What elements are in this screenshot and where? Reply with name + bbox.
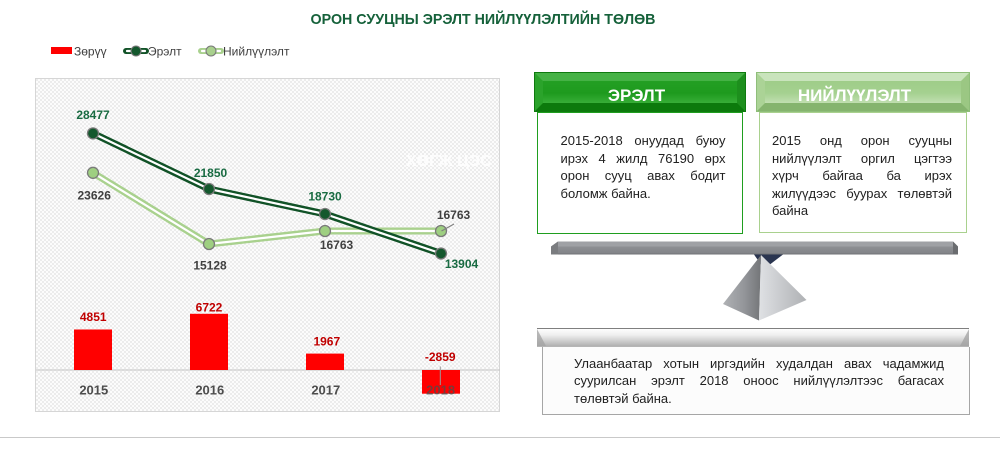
svg-text:6722: 6722 [196, 300, 223, 314]
svg-text:-2859: -2859 [425, 350, 456, 364]
svg-text:18730: 18730 [308, 190, 342, 204]
svg-text:Зөрүү: Зөрүү [74, 45, 107, 59]
svg-text:ХӨГЖ ЦЭС: ХӨГЖ ЦЭС [406, 153, 492, 170]
svg-text:16763: 16763 [437, 208, 471, 222]
svg-text:23626: 23626 [78, 188, 112, 202]
svg-text:1967: 1967 [313, 335, 340, 349]
svg-text:13904: 13904 [445, 257, 479, 271]
svg-text:2016: 2016 [195, 383, 224, 398]
svg-text:16763: 16763 [320, 238, 354, 252]
svg-text:28477: 28477 [76, 108, 110, 122]
svg-text:4851: 4851 [80, 310, 107, 324]
svg-text:21850: 21850 [194, 166, 228, 180]
svg-text:15128: 15128 [193, 258, 227, 272]
svg-text:2015: 2015 [79, 383, 108, 398]
svg-text:2018: 2018 [426, 383, 455, 398]
svg-text:Нийлүүлэлт: Нийлүүлэлт [223, 45, 290, 59]
svg-text:2017: 2017 [311, 383, 340, 398]
svg-text:Эрэлт: Эрэлт [148, 45, 182, 59]
